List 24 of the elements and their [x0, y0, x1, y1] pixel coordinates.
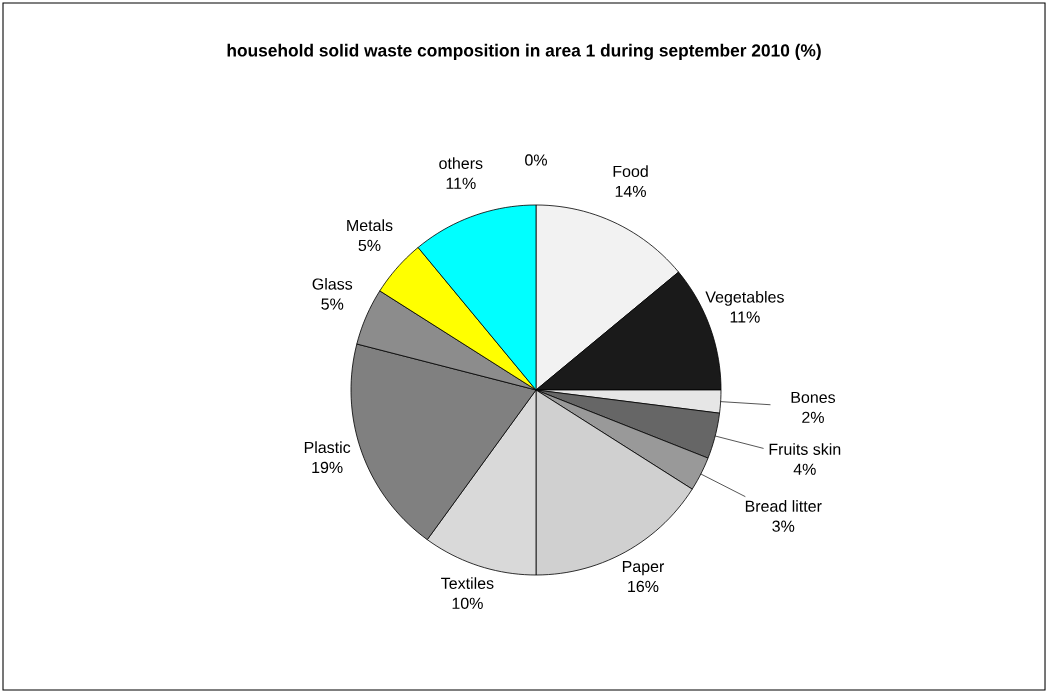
slice-label: Textiles: [441, 577, 494, 589]
data-label: 14%: [615, 185, 646, 197]
data-label: 3%: [772, 520, 795, 532]
slice-label: Glass: [312, 277, 353, 290]
slice-label: Bread litter: [745, 500, 822, 512]
slice-label: Vegetables: [705, 290, 784, 306]
slice-label: Metals: [347, 219, 393, 232]
data-label: 11%: [730, 311, 760, 323]
data-label: 16%: [628, 580, 659, 593]
text: 0%: [525, 154, 547, 166]
data-label: 5%: [321, 298, 344, 310]
slice-label: Fruits skin: [769, 443, 841, 455]
slice-label: Plastic: [304, 441, 351, 454]
legend-label: Bones: [791, 391, 836, 404]
data-label: 10%: [452, 597, 483, 609]
data-label: 5%: [358, 239, 381, 252]
slice-label: Food: [613, 165, 648, 178]
data-label: 11%: [446, 177, 476, 189]
data-label: 19%: [312, 461, 343, 474]
chart-title: household solid waste composition in area 1 during september 2010 (%): [227, 43, 821, 61]
slice-label: others: [439, 157, 483, 170]
slice-label: Paper: [622, 560, 665, 576]
data-label: 4%: [793, 463, 816, 475]
data-label: 2%: [802, 411, 824, 423]
